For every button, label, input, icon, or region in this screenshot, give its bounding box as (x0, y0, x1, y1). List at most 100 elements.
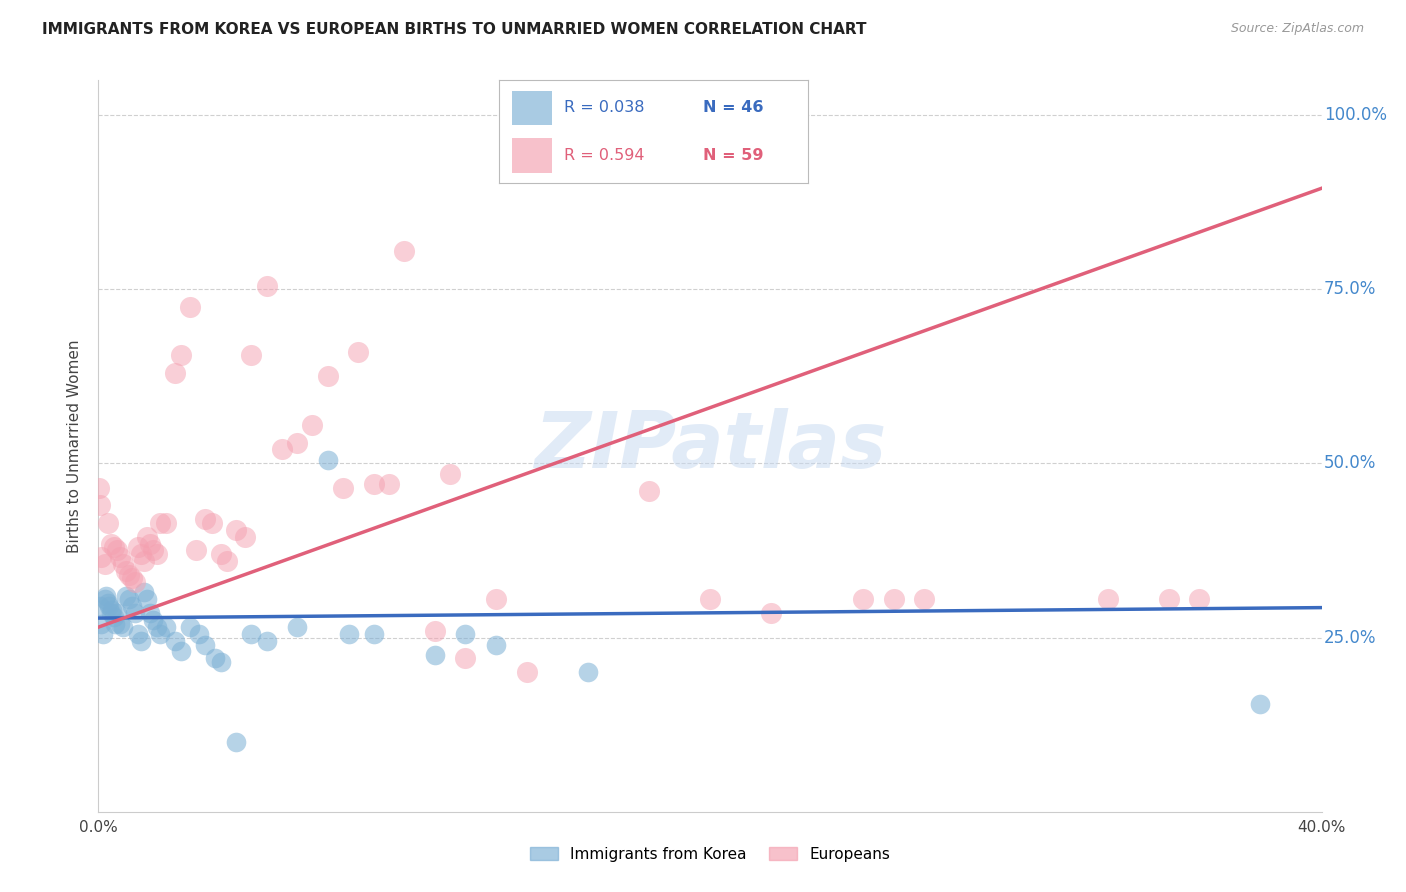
Point (97, 516, 120, 530)
Point (124, 606, 146, 620)
Text: 100.0%: 100.0% (1324, 106, 1388, 124)
Legend: Immigrants from Korea, Europeans: Immigrants from Korea, Europeans (526, 842, 894, 866)
Point (188, 627, 211, 641)
Point (129, 547, 152, 561)
Point (155, 516, 177, 530)
Point (170, 644, 193, 658)
Point (118, 567, 141, 582)
Point (108, 616, 131, 631)
Point (121, 571, 143, 585)
Point (139, 536, 162, 550)
Point (118, 592, 141, 607)
Point (912, 592, 935, 607)
Point (194, 638, 217, 652)
Point (134, 585, 156, 599)
Point (90, 616, 112, 631)
Point (439, 467, 461, 481)
Point (100, 606, 122, 620)
Point (209, 655, 232, 669)
Point (111, 620, 134, 634)
Point (204, 651, 226, 665)
Point (256, 278, 278, 293)
Point (145, 547, 167, 561)
Point (121, 599, 143, 614)
Point (142, 613, 165, 627)
Point (699, 592, 721, 607)
Point (883, 592, 905, 607)
Point (98, 599, 121, 614)
Text: ZIPatlas: ZIPatlas (534, 408, 886, 484)
Text: N = 46: N = 46 (703, 101, 763, 115)
Point (1157, 592, 1180, 607)
Point (149, 627, 172, 641)
Point (179, 300, 201, 314)
Point (129, 634, 152, 648)
Point (101, 603, 124, 617)
Point (89, 498, 111, 512)
Point (1249, 697, 1271, 711)
Point (285, 435, 308, 450)
Point (97, 596, 120, 610)
Point (163, 366, 186, 380)
Point (94, 589, 117, 603)
Point (103, 609, 125, 624)
Point (136, 592, 159, 607)
Point (378, 477, 401, 491)
Point (454, 627, 477, 641)
Point (104, 616, 127, 631)
Point (136, 530, 159, 544)
Point (139, 606, 162, 620)
Bar (512, 137, 551, 173)
Point (423, 624, 446, 638)
Point (301, 418, 323, 433)
Point (105, 543, 128, 558)
Point (145, 620, 167, 634)
Point (233, 530, 256, 544)
Text: N = 59: N = 59 (703, 148, 763, 162)
Point (637, 484, 661, 499)
Point (332, 481, 354, 495)
Point (115, 589, 138, 603)
Point (134, 554, 156, 568)
Point (576, 665, 599, 680)
Y-axis label: Births to Unmarried Women: Births to Unmarried Women (67, 339, 83, 553)
Point (87, 481, 110, 495)
Point (89, 599, 111, 614)
Point (759, 606, 782, 620)
Point (240, 348, 263, 362)
Point (316, 453, 339, 467)
Point (852, 592, 875, 607)
Point (200, 516, 222, 530)
Point (423, 648, 446, 662)
Point (285, 620, 308, 634)
Point (142, 543, 165, 558)
Point (127, 627, 149, 641)
Point (149, 516, 172, 530)
Text: R = 0.038: R = 0.038 (564, 101, 644, 115)
Point (186, 543, 208, 558)
Point (179, 620, 201, 634)
Text: Source: ZipAtlas.com: Source: ZipAtlas.com (1230, 22, 1364, 36)
Point (392, 244, 416, 258)
Point (170, 348, 193, 362)
Text: R = 0.594: R = 0.594 (564, 148, 644, 162)
Point (103, 540, 125, 554)
Point (163, 634, 186, 648)
Point (209, 547, 232, 561)
Point (93, 592, 115, 607)
Point (225, 523, 247, 537)
Text: 50.0%: 50.0% (1324, 454, 1376, 473)
Text: 25.0%: 25.0% (1324, 629, 1376, 647)
Point (90, 550, 112, 565)
Point (115, 565, 138, 579)
Point (316, 369, 339, 384)
Point (155, 620, 177, 634)
Point (1188, 592, 1211, 607)
Point (337, 627, 360, 641)
Point (215, 554, 238, 568)
Point (485, 638, 508, 652)
Point (111, 558, 134, 572)
Point (91, 627, 114, 641)
Point (363, 477, 385, 491)
Point (485, 592, 508, 607)
